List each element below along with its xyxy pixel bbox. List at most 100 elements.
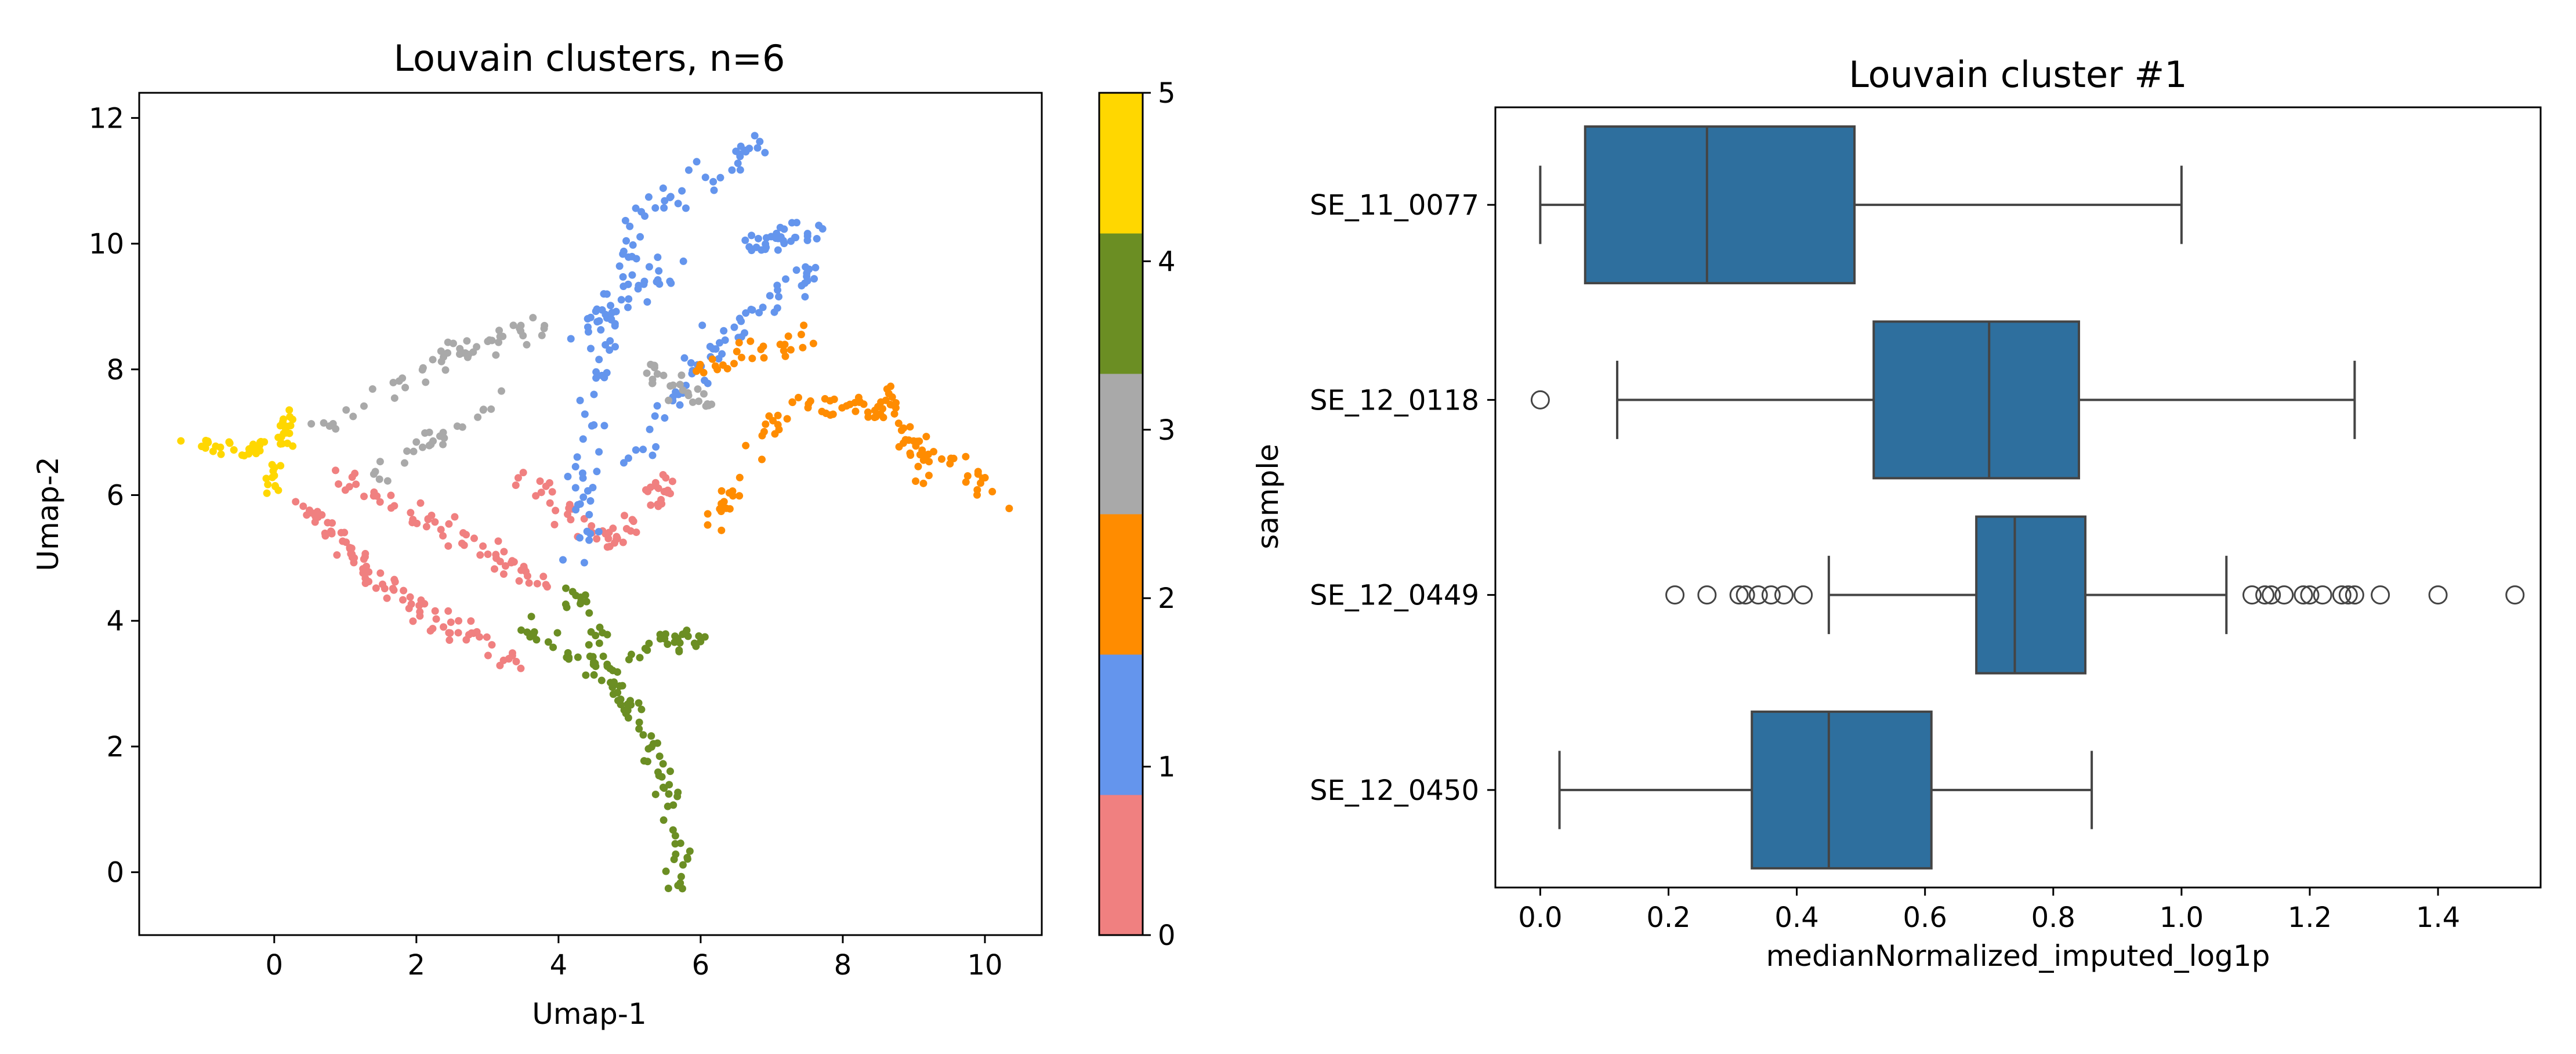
scatter-point-cluster-2 — [708, 355, 716, 363]
scatter-point-cluster-1 — [597, 326, 605, 334]
scatter-point-cluster-1 — [715, 339, 723, 347]
scatter-point-cluster-0 — [484, 651, 492, 660]
colorbar: 0 1 2 3 4 5 — [1098, 77, 1176, 952]
outlier-point — [1729, 585, 1749, 605]
scatter-point-cluster-5 — [212, 442, 220, 450]
scatter-point-cluster-1 — [748, 231, 756, 240]
boxplot-title: Louvain cluster #1 — [1849, 53, 2187, 96]
scatter-point-cluster-1 — [572, 506, 580, 514]
scatter-point-cluster-0 — [657, 495, 665, 504]
scatter-point-cluster-3 — [676, 381, 684, 389]
umap-y-tick-label: 0 — [106, 857, 124, 889]
scatter-point-cluster-3 — [437, 357, 445, 365]
scatter-point-cluster-3 — [389, 379, 397, 387]
scatter-point-cluster-3 — [425, 428, 433, 436]
scatter-point-cluster-1 — [811, 263, 820, 271]
scatter-point-cluster-1 — [659, 184, 667, 192]
scatter-point-cluster-1 — [607, 302, 615, 310]
scatter-point-cluster-3 — [342, 406, 350, 414]
scatter-point-cluster-3 — [329, 419, 337, 428]
scatter-point-cluster-2 — [974, 470, 982, 478]
scatter-point-cluster-1 — [712, 345, 720, 353]
scatter-point-cluster-0 — [407, 509, 415, 517]
scatter-point-cluster-5 — [277, 462, 285, 470]
scatter-point-cluster-5 — [177, 437, 185, 445]
scatter-point-cluster-1 — [801, 293, 809, 301]
scatter-point-cluster-1 — [651, 204, 660, 212]
scatter-point-cluster-0 — [647, 501, 655, 509]
boxplot-x-ticks: 0.0 0.2 0.4 0.6 0.8 1.0 1.2 1.4 — [1518, 888, 2460, 934]
scatter-point-cluster-1 — [564, 473, 572, 481]
scatter-point-cluster-0 — [444, 607, 452, 615]
scatter-point-cluster-1 — [803, 273, 811, 281]
boxplot-x-tick-label: 0.2 — [1646, 901, 1690, 934]
colorbar-block-2 — [1099, 514, 1143, 655]
scatter-point-cluster-0 — [492, 554, 501, 562]
scatter-point-cluster-2 — [821, 395, 829, 403]
scatter-point-cluster-1 — [676, 401, 684, 409]
scatter-point-cluster-1 — [619, 459, 628, 467]
scatter-point-cluster-0 — [303, 511, 311, 519]
scatter-point-cluster-3 — [444, 338, 452, 346]
outlier-point — [2332, 585, 2352, 605]
scatter-point-cluster-0 — [299, 502, 307, 510]
scatter-point-cluster-1 — [595, 528, 603, 536]
scatter-point-cluster-0 — [515, 577, 523, 585]
scatter-point-cluster-2 — [907, 451, 915, 459]
scatter-point-cluster-3 — [700, 390, 708, 398]
scatter-point-cluster-0 — [567, 516, 575, 524]
scatter-point-cluster-0 — [387, 504, 395, 512]
boxplot-x-tick-label: 0.0 — [1518, 901, 1562, 934]
scatter-point-cluster-1 — [592, 374, 600, 382]
scatter-point-cluster-1 — [774, 286, 782, 294]
scatter-point-cluster-2 — [774, 411, 782, 419]
boxes — [1530, 125, 2525, 870]
scatter-point-cluster-5 — [226, 439, 234, 447]
scatter-point-cluster-1 — [684, 166, 693, 174]
colorbar-ticks: 0 1 2 3 4 5 — [1143, 77, 1176, 952]
scatter-point-cluster-0 — [439, 532, 447, 540]
scatter-point-cluster-0 — [533, 579, 541, 588]
scatter-point-cluster-0 — [659, 471, 667, 479]
scatter-point-cluster-2 — [912, 477, 920, 485]
colorbar-block-5 — [1099, 93, 1143, 234]
scatter-point-cluster-3 — [495, 327, 503, 335]
scatter-point-cluster-1 — [611, 343, 619, 351]
scatter-point-cluster-3 — [517, 321, 525, 329]
scatter-point-cluster-0 — [437, 526, 445, 534]
scatter-point-cluster-1 — [716, 173, 724, 182]
scatter-point-cluster-1 — [736, 314, 744, 323]
scatter-point-cluster-0 — [512, 481, 520, 489]
scatter-point-cluster-2 — [894, 419, 903, 428]
scatter-point-cluster-1 — [640, 280, 648, 288]
scatter-point-cluster-4 — [669, 801, 677, 809]
scatter-point-cluster-2 — [717, 508, 725, 516]
scatter-point-cluster-4 — [665, 790, 673, 798]
boxplot-panel: Louvain cluster #1 0.0 0.2 0.4 0.6 0.8 1.0 1.2… — [1251, 53, 2542, 973]
umap-plot-frame — [138, 92, 1043, 936]
scatter-point-cluster-2 — [737, 353, 745, 361]
scatter-point-cluster-1 — [755, 309, 763, 317]
scatter-point-cluster-0 — [603, 543, 611, 551]
scatter-point-cluster-4 — [669, 826, 677, 834]
scatter-point-cluster-1 — [680, 354, 689, 362]
box-SE_11_0077 — [1539, 125, 2183, 285]
scatter-point-cluster-4 — [562, 584, 570, 592]
scatter-point-cluster-0 — [408, 519, 416, 527]
scatter-point-cluster-1 — [674, 200, 682, 208]
scatter-point-cluster-0 — [335, 480, 343, 488]
scatter-point-cluster-3 — [492, 351, 500, 359]
scatter-point-cluster-0 — [550, 520, 559, 528]
scatter-point-cluster-4 — [677, 872, 685, 881]
scatter-point-cluster-3 — [474, 413, 482, 421]
scatter-point-cluster-1 — [667, 279, 675, 287]
scatter-point-cluster-0 — [376, 569, 385, 577]
scatter-point-cluster-2 — [900, 424, 908, 432]
scatter-points — [177, 132, 1013, 893]
scatter-point-cluster-1 — [754, 234, 762, 242]
scatter-point-cluster-3 — [648, 379, 657, 387]
scatter-point-cluster-3 — [440, 434, 448, 442]
scatter-point-cluster-0 — [491, 565, 499, 573]
scatter-point-cluster-2 — [876, 410, 885, 418]
scatter-point-cluster-0 — [347, 544, 356, 552]
